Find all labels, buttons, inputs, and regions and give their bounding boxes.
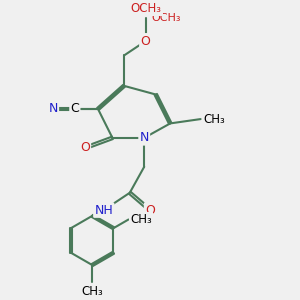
Text: NH: NH: [94, 204, 113, 217]
Text: C: C: [70, 103, 79, 116]
Text: OCH₃: OCH₃: [152, 13, 181, 23]
Text: CH₃: CH₃: [203, 112, 225, 126]
Text: O: O: [141, 34, 151, 47]
Text: N: N: [49, 103, 58, 116]
Text: CH₃: CH₃: [81, 285, 103, 298]
Text: O: O: [141, 34, 151, 47]
Text: O: O: [80, 142, 90, 154]
Text: O: O: [141, 34, 151, 47]
Text: CH₃: CH₃: [130, 213, 152, 226]
Text: OCH₃: OCH₃: [130, 2, 161, 15]
Text: O: O: [145, 204, 155, 217]
Text: N: N: [140, 131, 149, 144]
